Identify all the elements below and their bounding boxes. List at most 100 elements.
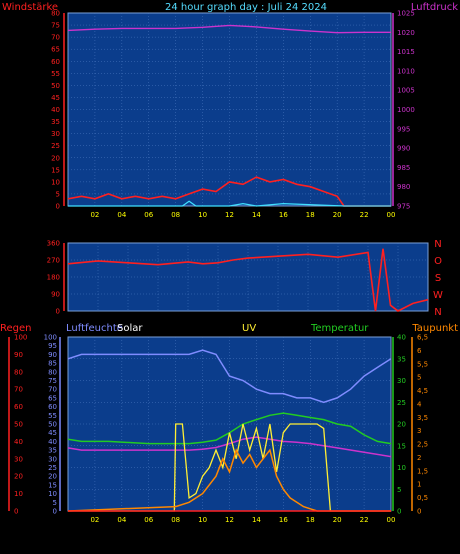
- chart-title: 24 hour graph day : Juli 24 2024: [165, 2, 327, 13]
- wind-tick-label: 30: [51, 130, 60, 138]
- dewpoint-tick-label: 6: [417, 347, 422, 355]
- pressure-tick-label: 1025: [397, 10, 415, 18]
- dewpoint-tick-label: 6,5: [417, 334, 428, 342]
- humidity-tick-label: 90: [14, 351, 23, 359]
- rain-tick-label: 45: [48, 429, 57, 437]
- wind-tick-label: 25: [51, 142, 60, 150]
- direction-tick-label: 270: [47, 257, 60, 265]
- rain-tick-label: 50: [48, 421, 57, 429]
- rain-tick-label: 90: [48, 351, 57, 359]
- humidity-line: [67, 349, 392, 404]
- wind-tick-label: 60: [51, 58, 60, 66]
- wind-tick-label: 20: [51, 154, 60, 162]
- wind-axis-label: Windstärke: [2, 2, 58, 13]
- humidity-tick-label: 100: [14, 334, 27, 342]
- dewpoint-tick-label: 1,5: [417, 467, 428, 475]
- hour-tick-label: 06: [144, 516, 153, 524]
- dewpoint-tick-label: 0: [417, 508, 421, 516]
- humidity-tick-label: 10: [14, 490, 23, 498]
- uv-line: [68, 423, 391, 512]
- compass-label: N: [434, 239, 441, 250]
- dewpoint-line: [67, 436, 392, 458]
- hour-tick-label: 12: [225, 211, 234, 219]
- dewpoint-tick-label: 3: [417, 427, 421, 435]
- data-series: [67, 24, 429, 512]
- pressure-tick-label: 1020: [397, 29, 415, 37]
- dewpoint-tick-label: 4,5: [417, 387, 428, 395]
- direction-tick-label: 0: [56, 308, 60, 316]
- pressure-tick-label: 1005: [397, 87, 415, 95]
- rain-tick-label: 75: [48, 377, 57, 385]
- temperature-tick-label: 40: [397, 334, 406, 342]
- wind-tick-label: 10: [51, 178, 60, 186]
- temperature-tick-label: 35: [397, 355, 406, 363]
- rain-label: Regen: [0, 323, 32, 334]
- dewpoint-tick-label: 2,5: [417, 441, 428, 449]
- hour-tick-label: 20: [333, 516, 342, 524]
- solar-line: [67, 448, 391, 512]
- humidity-label: Luftfeuchte: [66, 323, 123, 334]
- humidity-tick-label: 20: [14, 473, 23, 481]
- tick-labels: 0510152025303540455055606570758097598098…: [14, 10, 443, 525]
- wind-gust-line: [68, 200, 391, 207]
- compass-label: N: [434, 307, 441, 318]
- rain-tick-label: 65: [48, 394, 57, 402]
- humidity-tick-label: 50: [14, 421, 23, 429]
- dewpoint-label: Taupunkt: [411, 323, 458, 334]
- pressure-tick-label: 1000: [397, 106, 415, 114]
- grid-lines: [68, 13, 428, 511]
- hour-tick-label: 10: [198, 211, 207, 219]
- temperature-tick-label: 15: [397, 442, 406, 450]
- pressure-tick-label: 1015: [397, 48, 415, 56]
- humidity-tick-label: 60: [14, 403, 23, 411]
- humidity-tick-label: 80: [14, 368, 23, 376]
- hour-tick-label: 02: [90, 516, 99, 524]
- hour-tick-label: 06: [144, 211, 153, 219]
- rain-tick-label: 30: [48, 455, 57, 463]
- rain-tick-label: 55: [48, 412, 57, 420]
- compass-label: O: [434, 256, 442, 267]
- compass-label: S: [435, 273, 441, 284]
- dewpoint-tick-label: 0,5: [417, 494, 428, 502]
- hour-tick-label: 02: [90, 211, 99, 219]
- hour-tick-label: 08: [171, 211, 180, 219]
- pressure-tick-label: 995: [397, 125, 410, 133]
- wind-tick-label: 70: [51, 34, 60, 42]
- solar-label: Solar: [117, 323, 143, 334]
- hour-tick-label: 22: [360, 516, 369, 524]
- rain-tick-label: 40: [48, 438, 57, 446]
- rain-tick-label: 70: [48, 386, 57, 394]
- direction-tick-label: 360: [47, 240, 60, 248]
- humidity-tick-label: 40: [14, 438, 23, 446]
- humidity-tick-label: 0: [14, 508, 18, 516]
- hour-tick-label: 00: [387, 211, 396, 219]
- wind-tick-label: 5: [56, 190, 60, 198]
- wind-tick-label: 65: [51, 46, 60, 54]
- pressure-axis-label: Luftdruck: [411, 2, 458, 13]
- wind-tick-label: 45: [51, 94, 60, 102]
- pressure-line: [67, 24, 391, 34]
- hour-tick-label: 20: [333, 211, 342, 219]
- humidity-tick-label: 30: [14, 455, 23, 463]
- hour-tick-label: 04: [117, 211, 126, 219]
- hour-tick-label: 16: [279, 211, 288, 219]
- hour-tick-label: 12: [225, 516, 234, 524]
- dewpoint-tick-label: 5: [417, 374, 421, 382]
- dewpoint-tick-label: 3,5: [417, 414, 428, 422]
- hour-tick-label: 14: [252, 516, 261, 524]
- axes: [8, 13, 413, 511]
- wind-tick-label: 40: [51, 106, 60, 114]
- rain-tick-label: 100: [44, 334, 57, 342]
- rain-tick-label: 35: [48, 447, 57, 455]
- wind-tick-label: 55: [51, 70, 60, 78]
- wind-tick-label: 0: [56, 203, 60, 211]
- temperature-tick-label: 20: [397, 421, 406, 429]
- dewpoint-tick-label: 2: [417, 454, 421, 462]
- hour-tick-label: 16: [279, 516, 288, 524]
- hour-tick-label: 18: [306, 516, 315, 524]
- pressure-tick-label: 990: [397, 145, 410, 153]
- wind-tick-label: 50: [51, 82, 60, 90]
- humidity-tick-label: 70: [14, 386, 23, 394]
- rain-tick-label: 10: [48, 490, 57, 498]
- hour-tick-label: 00: [387, 516, 396, 524]
